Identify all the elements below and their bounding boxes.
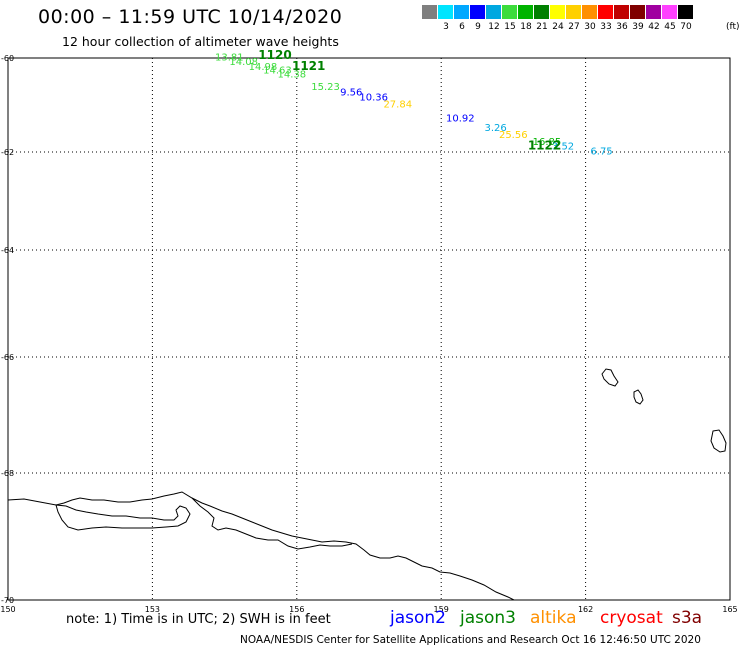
legend-label: 15 — [504, 22, 516, 32]
lat-tick-label: -62 — [1, 148, 14, 157]
legend-swatch — [678, 5, 694, 19]
swh-label: 10.92 — [446, 113, 475, 124]
chart-title: 00:00 – 11:59 UTC 10/14/2020 — [38, 6, 343, 28]
legend-label: 27 — [568, 22, 580, 32]
legend-label: 24 — [552, 22, 564, 32]
legend-swatch — [438, 5, 454, 19]
legend-swatch — [454, 5, 470, 19]
map-grid: 150 153 156 159 162 165 -60 -62 -64 -66 -68 -70 — [0, 54, 737, 614]
coastal-peninsula — [191, 497, 353, 550]
legend-label: 33 — [600, 22, 612, 32]
legend-label: 6 — [459, 22, 465, 32]
antarctic-coastline — [7, 491, 515, 601]
legend-swatch — [566, 5, 582, 19]
island-1 — [601, 368, 619, 387]
legend-swatch — [614, 5, 630, 19]
coastline — [7, 368, 727, 601]
legend-swatch — [502, 5, 518, 19]
legend-label: 3 — [443, 22, 449, 32]
legend-swatch — [470, 5, 486, 19]
legend-swatch — [422, 5, 438, 19]
island-3 — [710, 429, 727, 453]
legend-swatch — [630, 5, 646, 19]
swh-label: 14.63 — [263, 66, 292, 77]
swh-label: 13.81 — [215, 52, 244, 63]
lat-tick-label: -66 — [1, 353, 14, 362]
satellite-altika: altika — [530, 608, 577, 628]
island-2 — [633, 389, 644, 405]
legend-label: 36 — [616, 22, 628, 32]
track-time-label: 1121 — [292, 59, 325, 73]
swh-label: 15.23 — [311, 82, 340, 93]
legend-label: 21 — [536, 22, 548, 32]
legend-label: 45 — [664, 22, 676, 32]
lat-tick-label: -70 — [1, 596, 14, 605]
swh-label: 9.56 — [340, 88, 362, 99]
color-legend-labels: 3 6 9 12 15 18 21 24 27 30 33 36 39 42 45 70 — [422, 22, 694, 32]
legend-label: 70 — [680, 22, 692, 32]
lon-tick-label: 159 — [434, 605, 449, 614]
swh-label: 14.38 — [278, 70, 307, 81]
note-text: note: 1) Time is in UTC; 2) SWH is in fe… — [66, 612, 331, 627]
lat-tick-label: -68 — [1, 469, 14, 478]
legend-label: 18 — [520, 22, 532, 32]
lon-tick-label: 150 — [0, 605, 15, 614]
lon-tick-label: 156 — [289, 605, 304, 614]
legend-swatch — [534, 5, 550, 19]
lat-tick-label: -60 — [1, 54, 14, 63]
satellite-s3a: s3a — [672, 608, 703, 628]
swh-label: 14.98 — [249, 62, 278, 73]
legend-swatch — [646, 5, 662, 19]
swh-label: 16.85 — [533, 137, 562, 148]
legend-label: 42 — [648, 22, 660, 32]
swh-label: 10.36 — [359, 92, 388, 103]
lon-tick-label: 165 — [722, 605, 737, 614]
swh-label: 25.56 — [499, 130, 528, 141]
lat-tick-label: -64 — [1, 246, 14, 255]
color-legend — [422, 5, 694, 19]
track-time-label: 1122 — [528, 139, 561, 153]
legend-label: 12 — [488, 22, 500, 32]
satellite-jason2: jason2 — [390, 608, 446, 628]
chart-subtitle: 12 hour collection of altimeter wave hei… — [62, 34, 339, 49]
swh-label: 27.84 — [383, 99, 412, 110]
swh-label: 3.52 — [552, 142, 574, 153]
satellite-jason3: jason3 — [460, 608, 516, 628]
lon-tick-label: 153 — [145, 605, 160, 614]
legend-label: 9 — [475, 22, 481, 32]
legend-label: 30 — [584, 22, 596, 32]
swh-label: 3.26 — [485, 123, 507, 134]
legend-swatch — [582, 5, 598, 19]
track-time-label: 1120 — [258, 48, 291, 62]
legend-unit: (ft) — [726, 22, 740, 32]
satellite-cryosat: cryosat — [600, 608, 663, 628]
legend-label: 39 — [632, 22, 644, 32]
lon-tick-label: 162 — [578, 605, 593, 614]
legend-swatch — [598, 5, 614, 19]
credit-line: NOAA/NESDIS Center for Satellite Applica… — [240, 634, 701, 646]
swh-label: 14.08 — [229, 57, 258, 68]
legend-swatch — [518, 5, 534, 19]
legend-swatch — [662, 5, 678, 19]
map-frame — [7, 57, 731, 601]
legend-swatch — [550, 5, 566, 19]
coastal-inlet — [55, 504, 191, 531]
swh-label: 6.75 — [590, 146, 612, 157]
map-labels: 13.8114.0814.9814.6314.3815.239.5610.362… — [215, 48, 613, 158]
legend-swatch — [486, 5, 502, 19]
